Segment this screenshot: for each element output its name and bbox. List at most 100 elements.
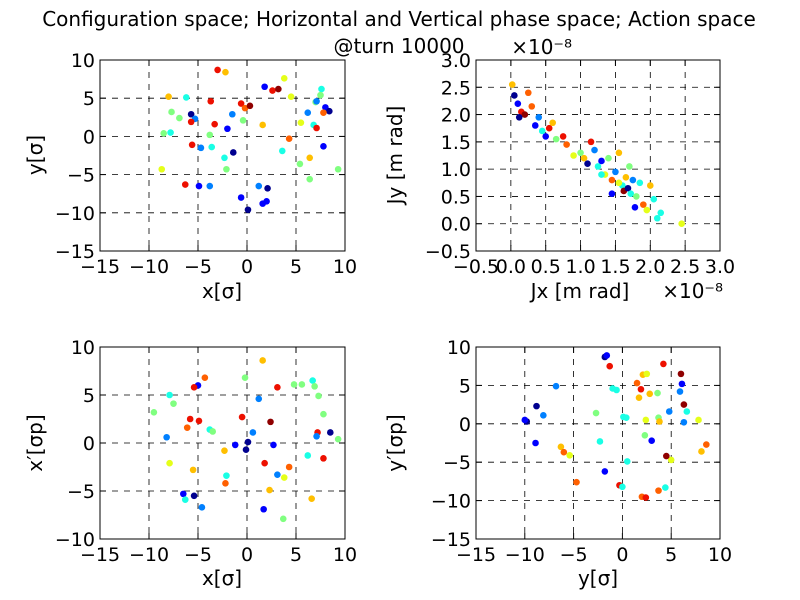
data-point (186, 415, 194, 423)
data-point (306, 175, 314, 183)
panel-action-space: −0.50.0 0.5 1.0 1.5 2.0 2.5 3.0−0.50.00.51.01.… (383, 35, 735, 303)
data-point (629, 176, 637, 184)
data-point (304, 109, 312, 117)
data-point (542, 133, 550, 140)
x-tick-label: 1.0 (565, 256, 595, 278)
data-point (528, 103, 536, 110)
data-point (515, 114, 523, 121)
data-point (320, 455, 327, 462)
data-point (641, 432, 649, 439)
data-point (535, 114, 543, 121)
y-tick-label: −5 (443, 452, 471, 474)
x-tick-label: −5 (560, 544, 588, 566)
data-point (660, 360, 667, 368)
y-tick-label: 5 (83, 385, 95, 407)
data-point (560, 448, 568, 456)
y-tick-label: 5 (459, 375, 471, 397)
data-point (189, 466, 197, 474)
data-point (657, 209, 665, 217)
y-tick-label: −5 (67, 165, 95, 187)
data-point (677, 370, 685, 378)
data-point (209, 428, 216, 435)
data-point (648, 437, 655, 444)
y-tick-label: 0 (459, 414, 471, 436)
data-point (163, 433, 170, 441)
data-point (676, 388, 684, 395)
x-tick-label: 0.5 (531, 256, 561, 278)
data-point (603, 352, 611, 359)
data-point (683, 408, 691, 415)
x-tick-label: −5 (184, 256, 212, 278)
data-point (573, 478, 580, 486)
data-point (521, 416, 529, 424)
data-point (533, 402, 540, 410)
data-point (627, 190, 635, 197)
data-point (266, 486, 273, 494)
x-tick-label: 0 (616, 544, 628, 566)
y-tick-label: −10 (431, 491, 471, 513)
data-point (244, 438, 252, 446)
data-point (214, 66, 221, 74)
data-point (635, 394, 643, 401)
data-point (176, 114, 183, 122)
data-point (223, 165, 230, 173)
data-point (577, 149, 584, 157)
y-tick-label: 0 (83, 433, 95, 455)
data-point (592, 409, 600, 417)
data-point (680, 401, 688, 408)
data-point (642, 494, 650, 501)
y-tick-label: −0.5 (425, 241, 471, 263)
data-point (622, 174, 630, 181)
x-tick-label: −10 (129, 544, 169, 566)
figure-title-line2: @turn 10000 (333, 34, 464, 58)
y-tick-label: 0.0 (441, 214, 471, 236)
data-point (241, 374, 249, 382)
data-point (703, 441, 710, 448)
data-point (605, 154, 612, 162)
data-point (521, 111, 529, 118)
data-point (195, 182, 203, 190)
data-point (549, 119, 556, 127)
y-tick-label: −15 (431, 529, 471, 551)
data-point (663, 452, 670, 460)
data-point (313, 97, 320, 105)
data-point (623, 414, 630, 421)
data-point (261, 459, 268, 467)
data-point (334, 165, 342, 173)
data-point (187, 110, 195, 118)
data-point (208, 143, 216, 151)
data-point (188, 141, 196, 149)
x-axis-multiplier: ×10⁻⁸ (662, 279, 723, 303)
data-point (667, 456, 675, 464)
data-point (297, 119, 305, 126)
data-point (167, 129, 174, 136)
data-point (646, 390, 654, 398)
data-point (313, 124, 320, 132)
data-point (274, 384, 281, 391)
data-point (201, 374, 209, 382)
data-point (207, 97, 215, 105)
data-point (165, 93, 172, 100)
data-point (222, 68, 229, 76)
x-axis-label: y[σ] (578, 566, 618, 590)
x-tick-label: 10 (708, 544, 732, 566)
data-point (570, 152, 577, 159)
data-point (221, 154, 228, 162)
data-point (311, 383, 318, 390)
data-point (238, 413, 246, 421)
data-point (183, 424, 191, 431)
data-point (241, 104, 249, 112)
data-point (608, 176, 616, 184)
data-point (190, 492, 198, 500)
y-tick-label: 3.0 (441, 50, 471, 72)
y-tick-label: 5 (83, 88, 95, 110)
data-point (640, 201, 647, 208)
y-axis-label: x′[σp] (23, 414, 47, 471)
figure-title-line1: Configuration space; Horizontal and Vert… (42, 7, 756, 31)
y-axis-label: Jy [m rad] (383, 106, 407, 207)
data-point (654, 389, 661, 397)
x-tick-label: 3.0 (705, 256, 735, 278)
data-point (197, 144, 205, 152)
data-point (514, 100, 522, 107)
data-point (298, 381, 306, 388)
